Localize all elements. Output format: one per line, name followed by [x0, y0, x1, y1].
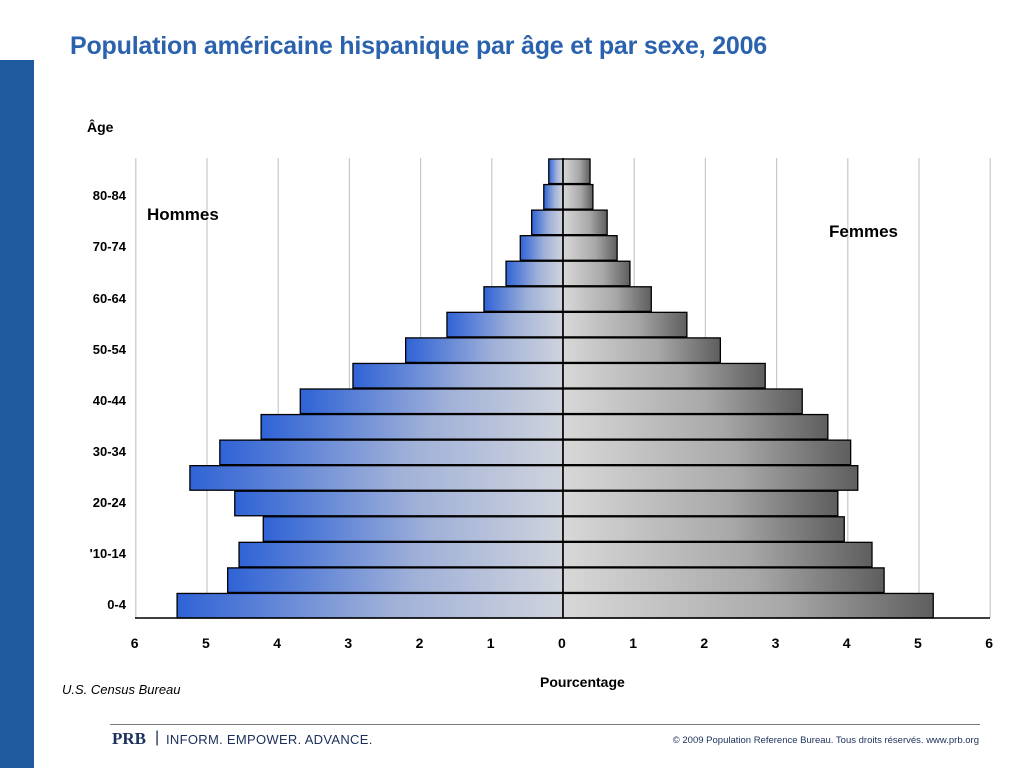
bar-men — [548, 158, 564, 185]
accent-stripe — [0, 60, 34, 768]
bar-men — [404, 337, 564, 364]
bar-women — [562, 209, 608, 236]
x-tick-label: 2 — [700, 635, 709, 651]
bar-men — [543, 183, 564, 210]
bar-women — [562, 439, 852, 466]
bar-women — [562, 260, 631, 287]
bar-men — [299, 388, 564, 415]
bar-women — [562, 541, 873, 568]
bar-men — [483, 286, 564, 312]
y-axis-label: Âge — [87, 119, 114, 135]
y-tick-label: '10-14 — [89, 546, 126, 562]
bar-men — [234, 490, 564, 517]
bar-women — [562, 592, 934, 619]
y-tick-label: 30-34 — [92, 443, 126, 459]
bar-men — [352, 362, 564, 389]
bar-men — [226, 567, 564, 594]
y-tick-label: 20-24 — [92, 495, 126, 510]
legend-women: Femmes — [829, 222, 898, 241]
bar-women — [562, 465, 859, 491]
bar-women — [562, 388, 803, 415]
x-tick-label: 5 — [914, 635, 922, 651]
footer-divider — [110, 724, 980, 725]
bar-men — [519, 235, 564, 261]
x-tick-label: 3 — [344, 635, 353, 651]
y-tick-label: 80-84 — [92, 188, 126, 204]
x-tick-label: 1 — [486, 635, 495, 651]
footer-separator: | — [155, 729, 160, 746]
bar-women — [562, 235, 618, 261]
legend-men: Hommes — [147, 205, 219, 224]
bar-women — [562, 311, 688, 338]
bar-men — [260, 413, 564, 440]
bar-men — [262, 516, 564, 542]
x-tick-label: 2 — [415, 635, 424, 651]
x-tick-label: 6 — [130, 635, 139, 651]
footer-tagline: INFORM. EMPOWER. ADVANCE. — [166, 732, 373, 747]
x-tick-label: 0 — [558, 635, 566, 651]
x-axis-label: Pourcentage — [540, 674, 625, 690]
x-tick-label: 6 — [985, 635, 993, 651]
y-tick-label: 40-44 — [92, 392, 126, 408]
bar-women — [562, 490, 839, 517]
page-title: Population américaine hispanique par âge… — [70, 32, 768, 60]
bar-men — [531, 209, 564, 236]
bar-women — [562, 286, 652, 312]
bar-women — [562, 183, 594, 210]
x-tick-label: 4 — [273, 635, 281, 651]
bar-men — [505, 260, 564, 287]
bar-men — [446, 311, 564, 338]
copyright: © 2009 Population Reference Bureau. Tous… — [672, 735, 979, 746]
x-tick-label: 5 — [202, 635, 210, 651]
bar-women — [562, 516, 845, 542]
x-tick-label: 4 — [842, 635, 851, 651]
source-note: U.S. Census Bureau — [62, 682, 181, 697]
bar-men — [189, 465, 564, 491]
x-tick-label: 1 — [629, 635, 637, 651]
bar-men — [238, 541, 564, 568]
y-tick-label: 70-74 — [92, 239, 126, 255]
y-tick-label: 0-4 — [107, 597, 126, 613]
bar-men — [176, 592, 564, 619]
x-tick-label: 3 — [771, 635, 780, 651]
y-tick-label: 50-54 — [92, 341, 126, 357]
bar-women — [562, 413, 829, 440]
bar-women — [562, 158, 591, 185]
y-tick-label: 60-64 — [92, 290, 126, 306]
bar-men — [219, 439, 564, 466]
prb-logo: PRB — [112, 729, 146, 748]
bar-women — [562, 337, 722, 364]
bar-women — [562, 567, 885, 594]
bar-women — [562, 362, 766, 389]
